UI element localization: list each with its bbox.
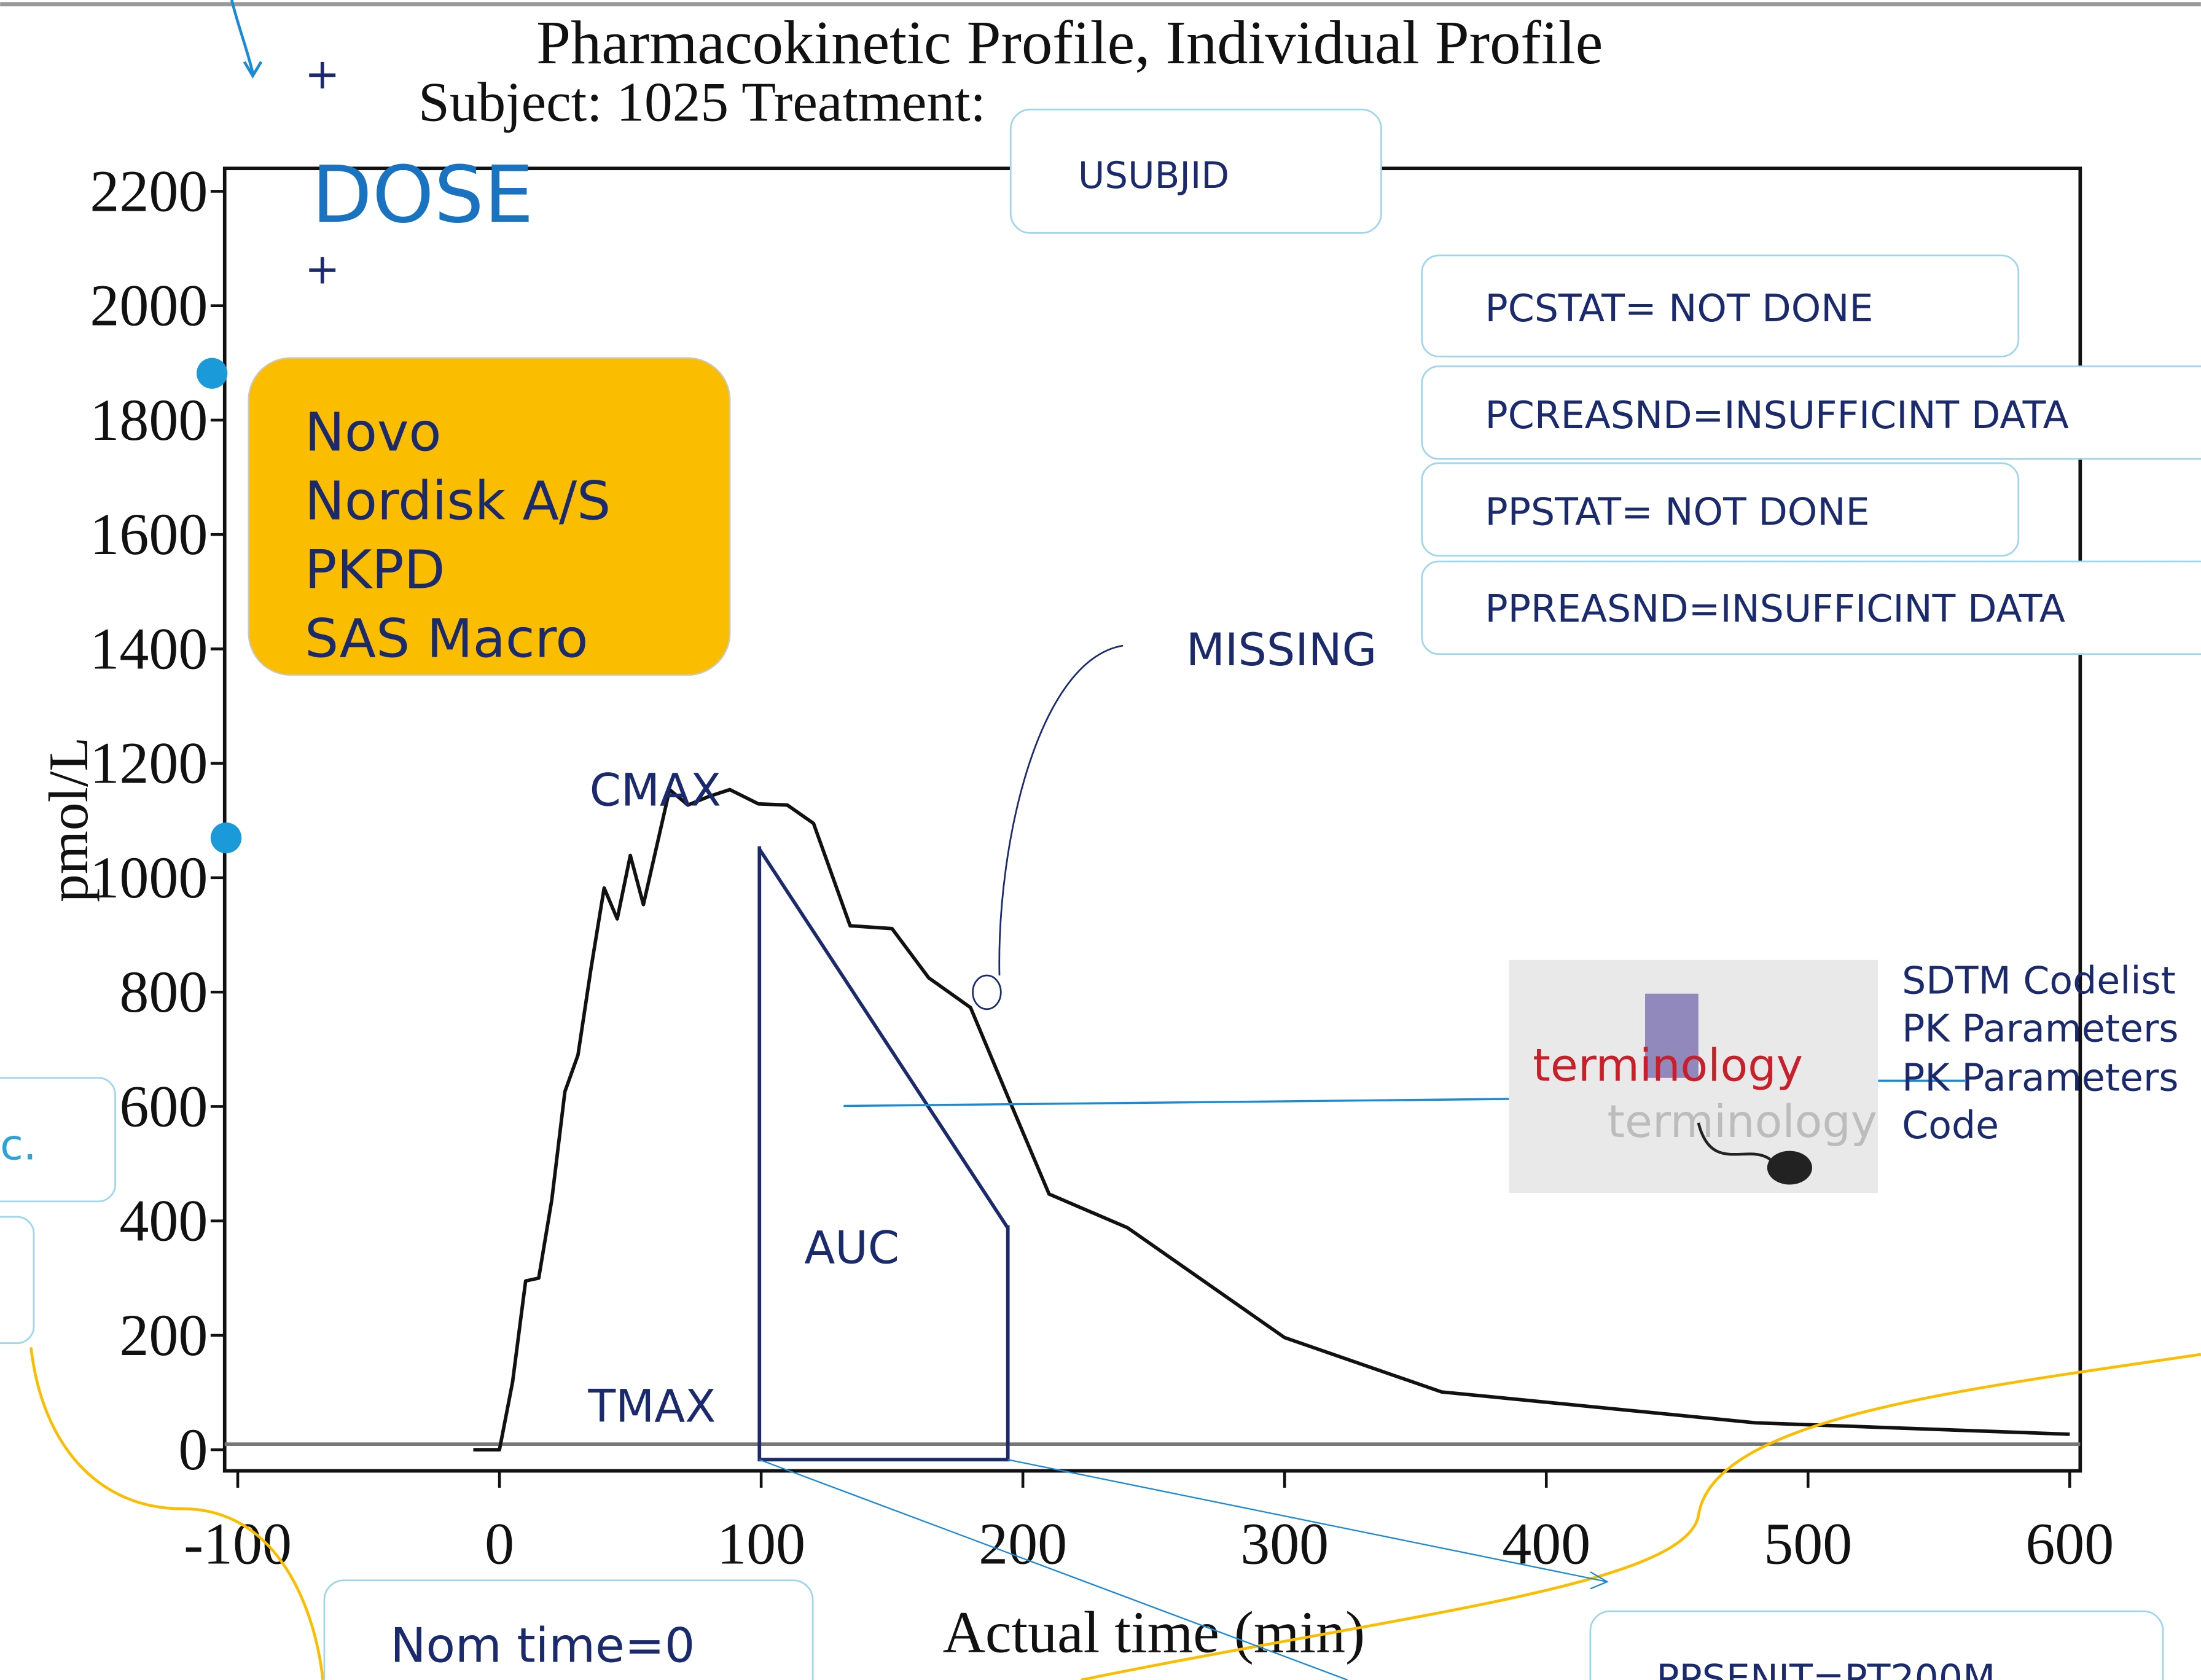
- auc-region: [759, 846, 1007, 1459]
- ppreasnd-label: PPREASND=INSUFFICINT DATA: [1485, 587, 2065, 631]
- x-tick-label: 400: [1502, 1510, 1590, 1576]
- company-line: Novo: [305, 401, 442, 463]
- codelist-line: PK Parameters: [1902, 1055, 2178, 1100]
- pcreasnd-label: PCREASND=INSUFFICINT DATA: [1485, 393, 2069, 437]
- company-line: Nordisk A/S: [305, 470, 611, 532]
- ppstat-label: PPSTAT= NOT DONE: [1485, 490, 1870, 534]
- codelist-line: Code: [1902, 1103, 1999, 1147]
- arrow: [232, 0, 252, 73]
- pcstat-label: PCSTAT= NOT DONE: [1485, 286, 1874, 330]
- nom-time-label: Nom time=0: [390, 1618, 695, 1673]
- company-line: SAS Macro: [305, 608, 588, 670]
- y-tick-label: 1800: [90, 387, 208, 453]
- y-tick-label: 1200: [90, 730, 208, 796]
- codelist-line: PK Parameters: [1902, 1006, 2178, 1050]
- cmax-label: CMAX: [590, 765, 721, 817]
- y-tick-label: 800: [119, 959, 208, 1025]
- bullet: [197, 358, 227, 389]
- auc-slope: [759, 849, 1007, 1228]
- codelist-line: SDTM Codelist: [1902, 959, 2176, 1003]
- y-tick-label: 1600: [90, 501, 208, 567]
- plus-mark: +: [305, 245, 340, 294]
- page: {"chart_data": {"type": "line", "title":…: [0, 0, 2201, 1680]
- auc-label: AUC: [804, 1222, 899, 1274]
- y-tick-label: 400: [119, 1188, 208, 1254]
- y-tick-label: 600: [119, 1073, 208, 1139]
- x-axis-label: Actual time (min): [943, 1599, 1365, 1665]
- connector: [843, 1099, 1509, 1106]
- plus-mark: +: [305, 50, 340, 99]
- terminology-text: terminology: [1533, 1039, 1803, 1092]
- left-box-label: c.: [0, 1120, 36, 1170]
- x-tick-label: 200: [979, 1510, 1067, 1576]
- y-axis-label: pmol/L: [37, 737, 100, 902]
- x-tick-label: 300: [1240, 1510, 1329, 1576]
- x-tick-label: 500: [1764, 1510, 1852, 1576]
- mouse-icon: [1767, 1151, 1812, 1185]
- x-tick-label: 600: [2025, 1510, 2114, 1576]
- missing-label: MISSING: [1186, 624, 1377, 676]
- chart-subtitle: Subject: 1025 Treatment:: [418, 71, 986, 133]
- x-tick-label: 0: [485, 1510, 514, 1576]
- y-tick-label: 200: [119, 1302, 208, 1368]
- dose-label: DOSE: [311, 149, 533, 241]
- missing-marker: [973, 975, 1001, 1009]
- bullet: [211, 822, 241, 853]
- y-tick-label: 1400: [90, 615, 208, 681]
- y-tick-label: 2200: [90, 158, 208, 224]
- y-tick-label: 0: [178, 1416, 208, 1482]
- company-line: PKPD: [305, 539, 445, 601]
- y-tick-label: 1000: [90, 845, 208, 910]
- callout-box: [0, 1217, 34, 1343]
- terminology-shadow: terminology: [1607, 1096, 1877, 1148]
- ppsenit-label: PPSENIT=PT200M: [1656, 1656, 1995, 1680]
- slide: Pharmacokinetic Profile, Individual Prof…: [0, 0, 2201, 1680]
- y-tick-label: 2000: [90, 273, 208, 338]
- x-tick-label: 100: [717, 1510, 805, 1576]
- missing-callout: [999, 646, 1123, 975]
- tmax-label: TMAX: [588, 1381, 716, 1433]
- chart-title: Pharmacokinetic Profile, Individual Prof…: [536, 8, 1603, 77]
- usubjid-label: USUBJID: [1078, 155, 1229, 197]
